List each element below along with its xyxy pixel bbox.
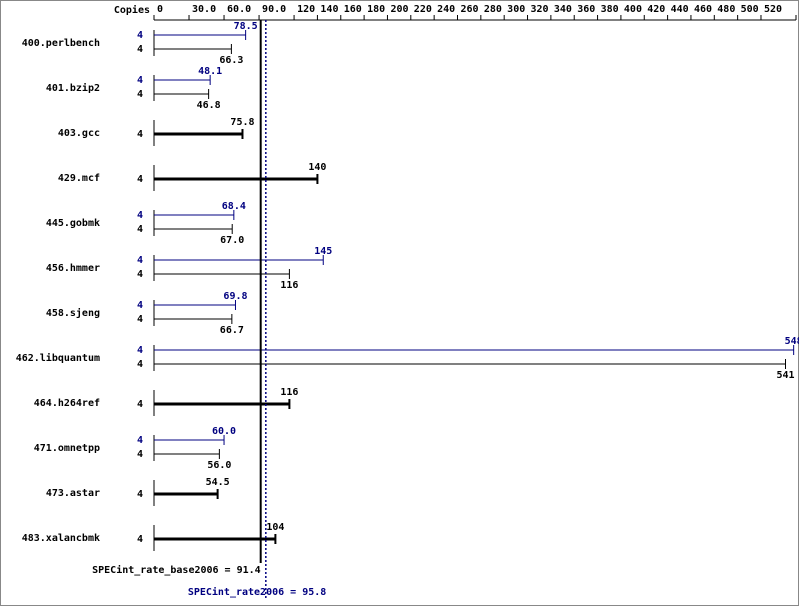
copies-label: 4 xyxy=(137,129,143,140)
x-tick-label: 160 xyxy=(344,4,362,15)
value-label: 60.0 xyxy=(212,426,236,437)
category-label: 401.bzip2 xyxy=(46,82,100,94)
reference-label: SPECint_rate_base2006 = 91.4 xyxy=(92,564,261,576)
x-tick-label: 440 xyxy=(671,4,689,15)
bar xyxy=(154,34,246,36)
x-tick-label: 400 xyxy=(624,4,642,15)
copies-label: 4 xyxy=(137,210,143,221)
x-tick-label: 90.0 xyxy=(262,4,286,15)
category-label: 483.xalancbmk xyxy=(22,533,100,544)
bar xyxy=(154,439,225,441)
bar xyxy=(154,318,232,320)
copies-label: 4 xyxy=(137,300,143,311)
x-tick-label: 30.0 xyxy=(192,4,216,15)
bar xyxy=(154,132,243,136)
value-label: 548 xyxy=(785,336,799,347)
x-tick-label: 260 xyxy=(460,4,478,15)
category-label: 445.gobmk xyxy=(46,218,100,229)
value-label: 46.8 xyxy=(197,100,221,111)
x-tick-label: 200 xyxy=(390,4,408,15)
value-label: 75.8 xyxy=(230,117,254,128)
x-tick-label: 180 xyxy=(367,4,385,15)
category-label: 464.h264ref xyxy=(34,398,100,409)
copies-label: 4 xyxy=(137,449,143,460)
category-label: 458.sjeng xyxy=(46,307,100,319)
category-label: 462.libquantum xyxy=(16,352,100,364)
bar xyxy=(154,304,236,306)
bar xyxy=(154,349,794,351)
reference-label: SPECint_rate2006 = 95.8 xyxy=(188,586,326,598)
value-label: 68.4 xyxy=(222,201,246,212)
bar xyxy=(154,214,234,216)
copies-label: 4 xyxy=(137,75,143,86)
x-tick-label: 460 xyxy=(694,4,712,15)
copies-header: Copies xyxy=(114,4,150,16)
category-label: 473.astar xyxy=(46,488,100,499)
x-tick-label: 320 xyxy=(531,4,549,15)
x-tick-label: 280 xyxy=(484,4,502,15)
x-tick-label: 300 xyxy=(507,4,525,15)
category-label: 471.omnetpp xyxy=(34,443,100,454)
category-label: 456.hmmer xyxy=(46,263,100,274)
copies-label: 4 xyxy=(137,314,143,325)
category-label: 403.gcc xyxy=(58,128,100,139)
bar xyxy=(154,492,218,496)
x-tick-label: 120 xyxy=(297,4,315,15)
bar xyxy=(154,93,209,95)
bar xyxy=(154,228,233,230)
x-tick-label: 140 xyxy=(320,4,338,15)
x-tick-label: 240 xyxy=(437,4,455,15)
copies-label: 4 xyxy=(137,30,143,41)
bar xyxy=(154,48,232,50)
bar xyxy=(154,79,211,81)
copies-label: 4 xyxy=(137,255,143,266)
x-tick-label: 500 xyxy=(741,4,759,15)
value-label: 66.7 xyxy=(220,325,244,336)
copies-label: 4 xyxy=(137,399,143,410)
x-tick-label: 520 xyxy=(764,4,782,15)
copies-label: 4 xyxy=(137,534,143,545)
x-tick-label: 480 xyxy=(717,4,735,15)
value-label: 48.1 xyxy=(198,66,222,77)
copies-label: 4 xyxy=(137,345,143,356)
value-label: 54.5 xyxy=(206,477,230,488)
value-label: 140 xyxy=(308,162,326,173)
value-label: 116 xyxy=(280,280,298,291)
bar xyxy=(154,363,786,365)
x-tick-label: 220 xyxy=(414,4,432,15)
value-label: 541 xyxy=(776,370,794,381)
value-label: 145 xyxy=(314,246,332,257)
copies-label: 4 xyxy=(137,174,143,185)
value-label: 56.0 xyxy=(207,460,231,471)
x-tick-label: 380 xyxy=(601,4,619,15)
value-label: 78.5 xyxy=(234,21,258,32)
value-label: 116 xyxy=(280,387,298,398)
bar xyxy=(154,273,290,275)
bar xyxy=(154,453,220,455)
bar xyxy=(154,537,276,541)
value-label: 67.0 xyxy=(220,235,244,246)
bar xyxy=(154,402,290,406)
copies-label: 4 xyxy=(137,489,143,500)
copies-label: 4 xyxy=(137,359,143,370)
copies-label: 4 xyxy=(137,224,143,235)
category-label: 429.mcf xyxy=(58,173,100,184)
bar xyxy=(154,259,324,261)
value-label: 69.8 xyxy=(223,291,247,302)
category-label: 400.perlbench xyxy=(22,38,100,49)
x-tick-label: 340 xyxy=(554,4,572,15)
copies-label: 4 xyxy=(137,435,143,446)
copies-label: 4 xyxy=(137,89,143,100)
x-tick-label: 60.0 xyxy=(227,4,251,15)
bar xyxy=(154,177,318,181)
copies-label: 4 xyxy=(137,44,143,55)
value-label: 104 xyxy=(266,522,284,533)
x-tick-label: 420 xyxy=(647,4,665,15)
x-tick-label: 0 xyxy=(157,4,163,15)
copies-label: 4 xyxy=(137,269,143,280)
x-tick-label: 360 xyxy=(577,4,595,15)
value-label: 66.3 xyxy=(219,55,243,66)
